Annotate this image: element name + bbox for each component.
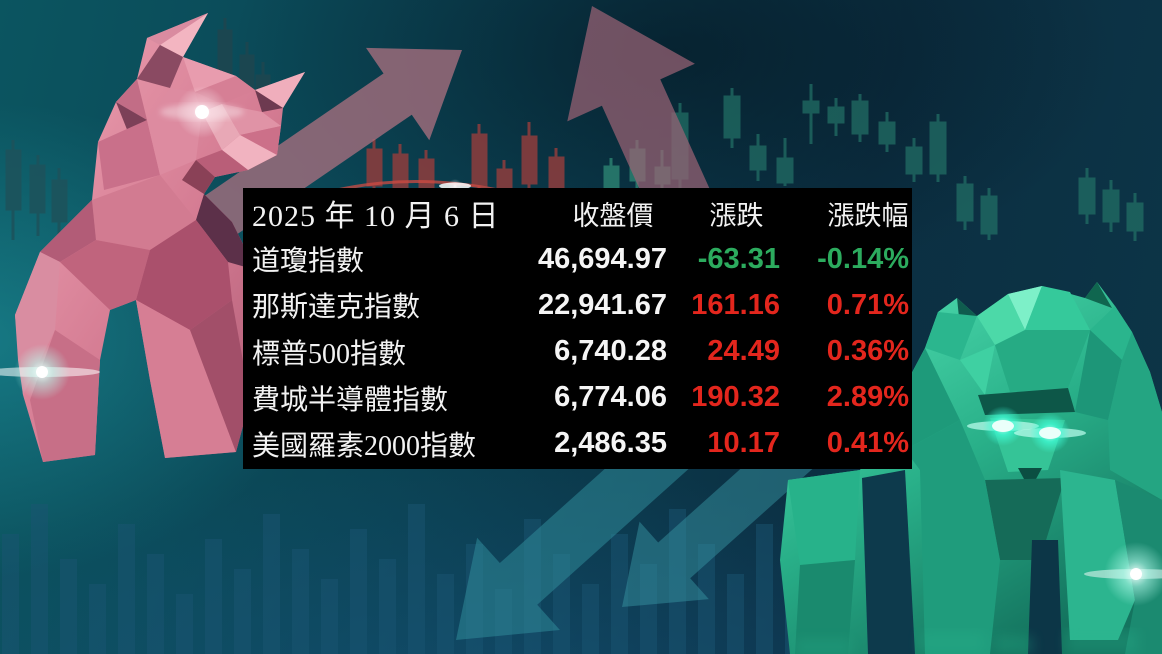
col-header-close: 收盤價 (572, 200, 654, 231)
bear-reflection (796, 630, 1138, 654)
index-name: 那斯達克指數 (252, 292, 421, 324)
table-row-nasdaq: 那斯達克指數 22,941.67 161.16 0.71% (243, 282, 912, 328)
table-row-russell2000: 美國羅素2000指數 2,486.35 10.17 0.41% (243, 421, 912, 467)
market-index-table: 2025 年 10 月 6 日 收盤價 漲跌 漲跌幅 道瓊指數 46,694.9… (243, 188, 912, 469)
change-pct-value: 2.89% (826, 381, 909, 414)
change-pct-value: 0.36% (826, 335, 909, 368)
change-pct-value: 0.71% (826, 288, 909, 321)
index-name: 美國羅素2000指數 (252, 430, 477, 462)
index-name: 費城半導體指數 (252, 384, 449, 416)
col-header-change-pct: 漲跌幅 (827, 200, 909, 231)
close-value: 46,694.97 (537, 242, 667, 275)
table-row-sox: 費城半導體指數 6,774.06 190.32 2.89% (243, 375, 912, 421)
lens-flare (0, 344, 100, 400)
change-value: 190.32 (691, 381, 780, 414)
change-pct-value: 0.41% (826, 427, 909, 460)
change-value: -63.31 (697, 242, 780, 275)
paw-lens-flare (1084, 542, 1162, 606)
change-value: 161.16 (691, 288, 780, 321)
table-header-row: 2025 年 10 月 6 日 收盤價 漲跌 漲跌幅 (243, 190, 912, 236)
table-date: 2025 年 10 月 6 日 (252, 200, 500, 234)
close-value: 6,774.06 (554, 381, 667, 414)
close-value: 2,486.35 (554, 427, 667, 460)
close-value: 6,740.28 (554, 335, 667, 368)
change-value: 24.49 (707, 335, 780, 368)
bull-eye-glow (160, 86, 244, 138)
close-value: 22,941.67 (537, 288, 667, 321)
table-row-sp500: 標普500指數 6,740.28 24.49 0.36% (243, 329, 912, 375)
change-pct-value: -0.14% (817, 242, 909, 275)
index-name: 道瓊指數 (252, 246, 365, 278)
index-name: 標普500指數 (252, 338, 407, 370)
col-header-change: 漲跌 (709, 200, 764, 231)
table-row-dow: 道瓊指數 46,694.97 -63.31 -0.14% (243, 236, 912, 282)
bear-eyes-glow (967, 406, 1086, 453)
change-value: 10.17 (707, 427, 780, 460)
